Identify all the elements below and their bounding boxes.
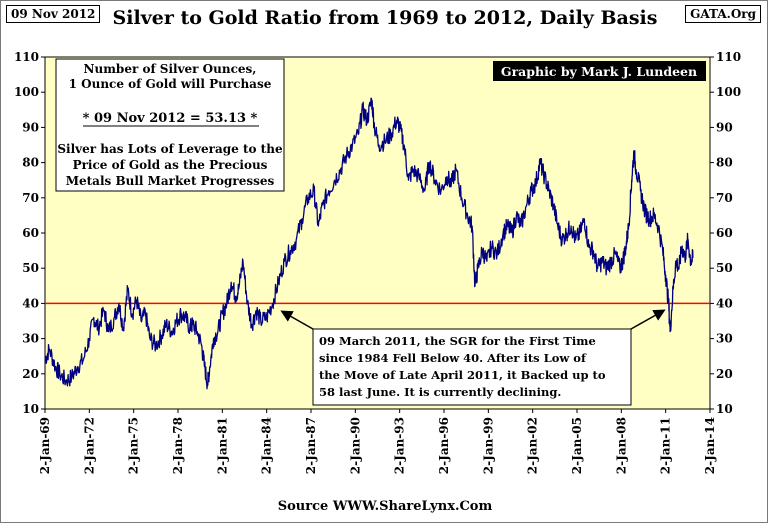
- series-line: [44, 97, 694, 390]
- y-axis-right: 10 20 30 40 50 60 70 80 90 100 110: [710, 50, 741, 416]
- annotation-arrow-left: [280, 310, 314, 330]
- x-tick-label: 2-Jan-78: [171, 417, 185, 474]
- info-value-line: * 09 Nov 2012 = 53.13 *: [83, 111, 258, 126]
- site-label: GATA.Org: [685, 5, 761, 23]
- x-tick-label: 2-Jan-93: [393, 417, 407, 474]
- chart-title: Silver to Gold Ratio from 1969 to 2012, …: [112, 7, 658, 29]
- y-tick-label-right: 50: [716, 261, 733, 275]
- y-tick-label-left: 80: [22, 156, 39, 170]
- x-tick-label: 2-Jan-14: [703, 417, 717, 474]
- y-tick-label-right: 90: [716, 120, 733, 134]
- date-label: 09 Nov 2012: [6, 5, 101, 23]
- y-tick-label-left: 90: [22, 120, 39, 134]
- info-line-3: Silver has Lots of Leverage to the: [57, 142, 283, 156]
- y-tick-label-right: 100: [716, 85, 741, 99]
- info-box: [55, 58, 285, 192]
- x-tick-label: 2-Jan-02: [526, 417, 540, 474]
- y-tick-label-left: 30: [22, 332, 39, 346]
- y-tick-label-left: 10: [22, 402, 39, 416]
- x-tick-label: 2-Jan-72: [82, 417, 96, 474]
- annotation-line-2: since 1984 Fell Below 40. After its Low …: [319, 351, 587, 365]
- y-tick-label-left: 60: [22, 226, 39, 240]
- credit-text: Graphic by Mark J. Lundeen: [501, 64, 697, 79]
- y-tick-label-left: 100: [14, 85, 39, 99]
- y-tick-label-right: 80: [716, 156, 733, 170]
- x-tick-label: 2-Jan-08: [614, 417, 628, 474]
- y-tick-label-right: 10: [716, 402, 733, 416]
- x-axis: 2-Jan-69 2-Jan-72 2-Jan-75 2-Jan-78 2-Jan-81…: [38, 409, 717, 474]
- y-tick-label-left: 110: [14, 50, 39, 64]
- y-axis-left: 10 20 30 40 50 60 70 80 90 100 110: [14, 50, 45, 416]
- y-tick-label-left: 20: [22, 367, 39, 381]
- annotation-arrow-right: [630, 309, 666, 330]
- y-tick-label-right: 30: [716, 332, 733, 346]
- annotation-line-3: the Move of Late April 2011, it Backed u…: [319, 368, 606, 382]
- info-line-2: 1 Ounce of Gold will Purchase: [69, 77, 272, 91]
- y-tick-label-right: 110: [716, 50, 741, 64]
- x-tick-label: 2-Jan-75: [127, 417, 141, 474]
- info-line-4: Price of Gold as the Precious: [73, 158, 268, 172]
- x-tick-label: 2-Jan-05: [570, 417, 584, 474]
- y-tick-label-right: 40: [716, 296, 733, 310]
- x-tick-label: 2-Jan-87: [304, 417, 318, 474]
- annotation-line-1: 09 March 2011, the SGR for the First Tim…: [319, 334, 596, 348]
- x-tick-label: 2-Jan-69: [38, 417, 52, 474]
- y-tick-label-right: 70: [716, 191, 733, 205]
- source-label: Source WWW.ShareLynx.Com: [277, 499, 493, 514]
- y-tick-label-left: 40: [22, 296, 39, 310]
- y-tick-label-right: 60: [716, 226, 733, 240]
- annotation-box: [312, 328, 632, 406]
- y-tick-label-left: 70: [22, 191, 39, 205]
- x-tick-label: 2-Jan-84: [260, 417, 274, 474]
- info-line-5: Metals Bull Market Progresses: [66, 174, 275, 188]
- x-tick-label: 2-Jan-96: [437, 417, 451, 474]
- x-tick-label: 2-Jan-11: [659, 417, 673, 474]
- x-tick-label: 2-Jan-99: [481, 417, 495, 474]
- credit-box: [493, 61, 706, 81]
- info-line-1: Number of Silver Ounces,: [84, 62, 257, 76]
- y-tick-label-left: 50: [22, 261, 39, 275]
- y-tick-label-right: 20: [716, 367, 733, 381]
- x-tick-label: 2-Jan-90: [348, 417, 362, 474]
- x-tick-label: 2-Jan-81: [215, 417, 229, 474]
- annotation-line-4: 58 last June. It is currently declining.: [319, 385, 561, 399]
